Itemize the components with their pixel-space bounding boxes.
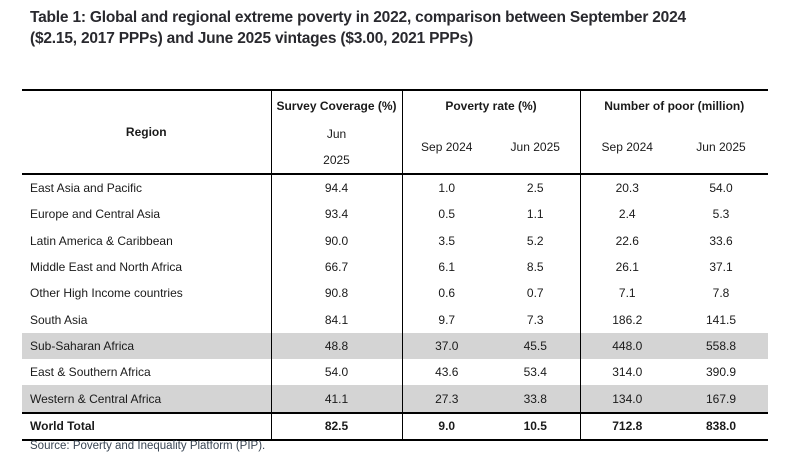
subheader-poverty-sep-2024: Sep 2024 [401, 121, 491, 175]
source-note: Source: Poverty and Inequality Platform … [30, 440, 266, 452]
cell-poor-sep2024: 314.0 [579, 359, 674, 386]
subheader-poor-sep-2024: Sep 2024 [579, 121, 674, 175]
cell-survey-coverage: 54.0 [270, 359, 402, 386]
cell-poverty-rate-sep2024: 0.6 [401, 280, 491, 307]
cell-poverty-rate-jun2025: 53.4 [523, 365, 547, 380]
cell-poor-jun2025: 33.6 [709, 233, 733, 248]
cell-poor-jun2025: 37.1 [709, 260, 733, 275]
cell-poverty-rate-sep2024: 9.0 [401, 411, 491, 441]
cell-region: East Asia and Pacific [30, 181, 143, 196]
cell-poor-jun2025: 838.0 [674, 411, 768, 441]
cell-poverty-rate-jun2025: 5.2 [526, 233, 544, 248]
cell-region: East & Southern Africa [30, 365, 151, 380]
cell-poverty-rate-jun2025: 33.8 [491, 385, 580, 413]
cell-survey-coverage: 48.8 [270, 332, 402, 360]
table-row: Other High Income countries 90.8 0.6 0.7 7.1… [22, 280, 768, 307]
poverty-table: Region Survey Coverage (%) Poverty rate … [22, 89, 768, 441]
subheader-survey-jun-2025: Jun 2025 [270, 121, 402, 175]
cell-poor-sep2024: 134.0 [579, 385, 674, 413]
cell-poor-sep2024: 26.1 [579, 253, 674, 281]
cell-survey-coverage: 90.0 [270, 227, 402, 254]
cell-poverty-rate-jun2025: 2.5 [526, 181, 544, 196]
subheader-survey-line1: Jun [326, 127, 347, 141]
cell-poor-jun2025: 141.5 [705, 312, 737, 327]
header-number-of-poor: Number of poor (million) [579, 89, 768, 121]
table-row: Europe and Central Asia 93.4 0.5 1.1 2.4 5.3 [22, 201, 768, 228]
cell-poverty-rate-jun2025: 10.5 [491, 411, 580, 441]
table-row: Middle East and North Africa 66.7 6.1 8.5 26… [22, 253, 768, 281]
cell-survey-coverage: 66.7 [270, 253, 402, 281]
subheader-poverty-jun-2025: Jun 2025 [491, 121, 580, 175]
cell-poor-jun2025: 7.8 [712, 286, 730, 301]
cell-poverty-rate-sep2024: 6.1 [401, 253, 491, 281]
table-row: South Asia 84.1 9.7 7.3 186.2 141.5 [22, 306, 768, 333]
cell-region: Other High Income countries [30, 286, 183, 301]
cell-survey-coverage: 93.4 [270, 201, 402, 228]
table-row: East Asia and Pacific 94.4 1.0 2.5 20.3 54.0 [22, 174, 768, 202]
table-row: Sub-Saharan Africa 48.8 37.0 45.5 448.0 558.8 [22, 332, 768, 360]
cell-survey-coverage: 90.8 [270, 280, 402, 307]
cell-region: Europe and Central Asia [30, 207, 161, 222]
header-survey-coverage: Survey Coverage (%) [270, 89, 402, 121]
table-row: Western & Central Africa 41.1 27.3 33.8 134.… [22, 385, 768, 413]
cell-poor-jun2025: 167.9 [674, 385, 768, 413]
cell-poor-sep2024: 186.2 [579, 306, 674, 333]
cell-poor-sep2024: 712.8 [579, 411, 674, 441]
cell-poverty-rate-jun2025: 1.1 [526, 207, 544, 222]
cell-poor-sep2024: 22.6 [579, 227, 674, 254]
cell-survey-coverage: 82.5 [270, 411, 402, 441]
table-row: Latin America & Caribbean 90.0 3.5 5.2 22.6 3… [22, 227, 768, 254]
cell-region: Western & Central Africa [22, 385, 271, 413]
cell-poor-jun2025: 558.8 [674, 332, 768, 360]
header-poverty-rate: Poverty rate (%) [401, 89, 580, 121]
cell-region: South Asia [30, 312, 88, 327]
cell-survey-coverage: 84.1 [270, 306, 402, 333]
cell-region: Latin America & Caribbean [30, 233, 173, 248]
cell-region: Middle East and North Africa [30, 260, 183, 275]
header-region: Region [22, 89, 271, 175]
cell-poor-sep2024: 7.1 [579, 280, 674, 307]
cell-survey-coverage: 94.4 [270, 174, 402, 202]
subheader-poor-jun-2025: Jun 2025 [674, 121, 768, 175]
cell-survey-coverage: 41.1 [270, 385, 402, 413]
cell-poverty-rate-sep2024: 0.5 [401, 201, 491, 228]
cell-poor-sep2024: 20.3 [579, 174, 674, 202]
cell-poor-sep2024: 448.0 [579, 332, 674, 360]
page-title-line1: Table 1: Global and regional extreme pov… [30, 9, 686, 26]
table-header: Region Survey Coverage (%) Poverty rate … [22, 89, 768, 175]
page-title-line2: ($2.15, 2017 PPPs) and June 2025 vintage… [30, 30, 473, 47]
world-total-row: World Total 82.5 9.0 10.5 712.8 838.0 [22, 411, 768, 441]
cell-poor-jun2025: 5.3 [712, 207, 730, 222]
cell-region: World Total [22, 411, 271, 441]
poverty-table-container: Region Survey Coverage (%) Poverty rate … [22, 89, 768, 441]
cell-poverty-rate-jun2025: 0.7 [526, 286, 544, 301]
cell-poverty-rate-jun2025: 8.5 [526, 260, 544, 275]
table-row: East & Southern Africa 54.0 43.6 53.4 314.0 3… [22, 359, 768, 386]
header-sub-row: Jun 2025 Sep 2024 Jun 2025 Sep 2024 Jun 2… [22, 121, 768, 175]
cell-poverty-rate-sep2024: 37.0 [401, 332, 491, 360]
cell-poor-jun2025: 54.0 [709, 181, 733, 196]
table-body: East Asia and Pacific 94.4 1.0 2.5 20.3 54.0 E… [22, 174, 768, 441]
cell-poverty-rate-sep2024: 9.7 [401, 306, 491, 333]
cell-poor-sep2024: 2.4 [579, 201, 674, 228]
header-group-row: Region Survey Coverage (%) Poverty rate … [22, 89, 768, 175]
cell-poverty-rate-jun2025: 45.5 [491, 332, 580, 360]
subheader-survey-line2: 2025 [323, 153, 350, 167]
cell-poverty-rate-sep2024: 27.3 [401, 385, 491, 413]
cell-region: Sub-Saharan Africa [22, 332, 271, 360]
cell-poor-jun2025: 390.9 [705, 365, 737, 380]
cell-poverty-rate-jun2025: 7.3 [526, 312, 544, 327]
cell-poverty-rate-sep2024: 43.6 [401, 359, 491, 386]
cell-poverty-rate-sep2024: 3.5 [401, 227, 491, 254]
cell-poverty-rate-sep2024: 1.0 [401, 174, 491, 202]
page-title: Table 1: Global and regional extreme pov… [30, 7, 775, 49]
